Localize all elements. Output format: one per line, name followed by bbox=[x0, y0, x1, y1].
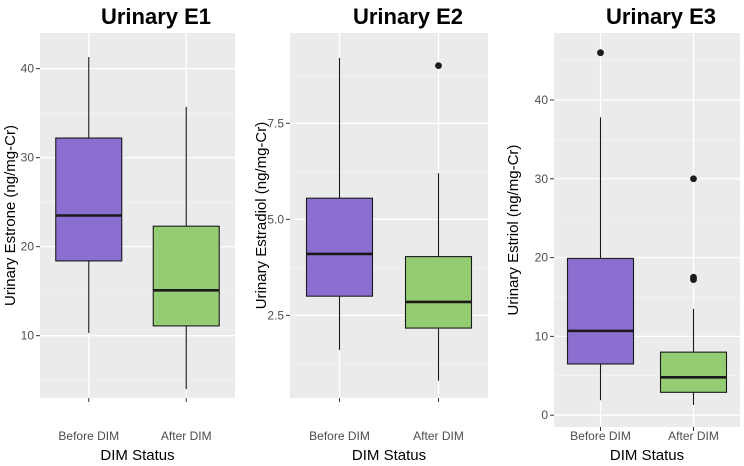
chart-title: Urinary E1 bbox=[101, 4, 211, 29]
panel-1: 10 20 30 40 Before DIM After DIM Urinary E1 DIM… bbox=[2, 4, 235, 464]
chart-title: Urinary E2 bbox=[353, 4, 463, 29]
y-tick-label: 5.0 bbox=[267, 212, 284, 226]
panel-3: 0 10 20 30 40 Before DIM After DIM Urinary E3 DI… bbox=[505, 4, 740, 464]
y-tick-label: 7.5 bbox=[267, 116, 284, 130]
box-before-dim bbox=[55, 57, 123, 334]
x-tick-label: After DIM bbox=[413, 429, 464, 443]
y-tick-label: 0 bbox=[541, 408, 548, 422]
iqr-box bbox=[659, 351, 728, 393]
y-tick-label: 10 bbox=[535, 329, 549, 343]
x-tick-label: After DIM bbox=[668, 429, 719, 443]
box-after-dim bbox=[404, 62, 473, 381]
iqr-box bbox=[55, 137, 123, 262]
outlier-point bbox=[435, 62, 442, 70]
iqr-box bbox=[404, 256, 473, 329]
box-before-dim bbox=[566, 49, 635, 401]
outlier-point bbox=[597, 49, 604, 57]
x-tick-label: After DIM bbox=[161, 429, 212, 443]
box-after-dim bbox=[152, 106, 220, 390]
y-axis-label: Urinary Estrone (ng/mg-Cr) bbox=[2, 125, 19, 306]
outlier-point bbox=[690, 175, 697, 183]
y-tick-label: 40 bbox=[21, 62, 35, 76]
box-before-dim bbox=[305, 57, 374, 350]
x-tick-label: Before DIM bbox=[309, 429, 370, 443]
y-tick-label: 30 bbox=[535, 172, 549, 186]
y-tick-label: 40 bbox=[535, 93, 549, 107]
iqr-box bbox=[152, 225, 220, 327]
x-axis-label: DIM Status bbox=[610, 447, 684, 464]
iqr-box bbox=[566, 257, 635, 365]
x-tick-label: Before DIM bbox=[570, 429, 631, 443]
y-tick-label: 20 bbox=[21, 240, 35, 254]
y-axis-label: Urinary Estriol (ng/mg-Cr) bbox=[505, 145, 522, 316]
box-after-dim bbox=[659, 175, 728, 405]
y-tick-label: 30 bbox=[21, 151, 35, 165]
x-axis-label: DIM Status bbox=[352, 447, 426, 464]
y-tick-label: 10 bbox=[21, 329, 35, 343]
x-tick-label: Before DIM bbox=[58, 429, 119, 443]
y-axis-label: Urinary Estradiol (ng/mg-Cr) bbox=[253, 122, 270, 310]
iqr-box bbox=[305, 197, 374, 297]
y-tick-label: 2.5 bbox=[267, 308, 284, 322]
outlier-point bbox=[690, 273, 697, 281]
y-tick-label: 20 bbox=[535, 251, 549, 265]
panel-2: 2.5 5.0 7.5 Before DIM After DIM Urinary E2 DI… bbox=[253, 4, 488, 464]
chart-title: Urinary E3 bbox=[606, 4, 716, 29]
x-axis-label: DIM Status bbox=[100, 447, 174, 464]
